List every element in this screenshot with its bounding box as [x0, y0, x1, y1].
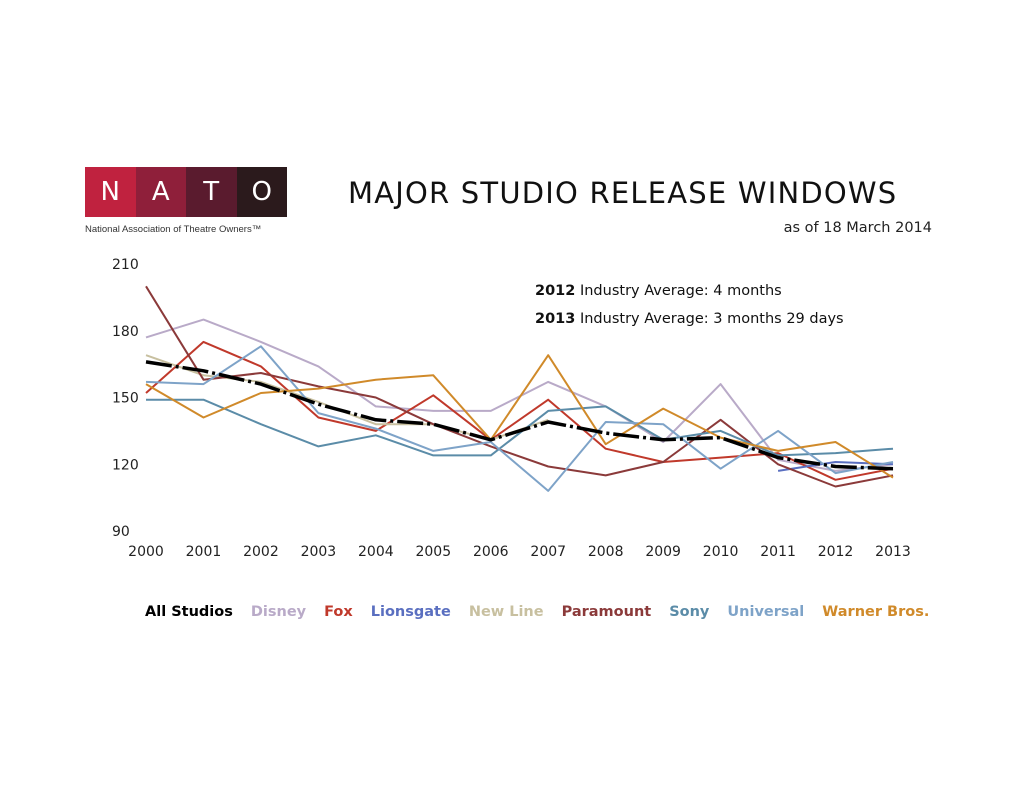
legend-item-sony: Sony — [669, 604, 710, 620]
y-tick-label: 90 — [112, 524, 130, 540]
series-line-all-studios — [145, 360, 894, 471]
x-tick-label: 2000 — [128, 544, 164, 560]
x-tick-label: 2001 — [186, 544, 222, 560]
logo-letter-n: N — [85, 167, 136, 217]
logo-letter-o: O — [236, 167, 287, 217]
x-tick-label: 2010 — [703, 544, 739, 560]
y-tick-label: 180 — [112, 324, 139, 340]
y-tick-label: 120 — [112, 457, 139, 473]
y-tick-label: 150 — [112, 391, 139, 407]
series-line-lionsgate — [777, 461, 894, 472]
x-tick-label: 2003 — [301, 544, 337, 560]
legend-item-warner-bros: Warner Bros. — [822, 604, 930, 620]
legend-item-paramount: Paramount — [561, 604, 652, 620]
series-line-warner-bros — [145, 354, 894, 479]
x-tick-label: 2008 — [588, 544, 624, 560]
x-tick-label: 2004 — [358, 544, 394, 560]
legend-item-fox: Fox — [324, 604, 353, 620]
y-tick-label: 210 — [112, 257, 139, 273]
legend-item-disney: Disney — [250, 604, 307, 620]
x-tick-label: 2012 — [818, 544, 854, 560]
x-tick-label: 2011 — [760, 544, 796, 560]
note-2013: 2013 Industry Average: 3 months 29 days — [535, 311, 844, 327]
legend-item-new-line: New Line — [468, 604, 544, 620]
x-tick-label: 2007 — [530, 544, 566, 560]
series-line-new-line — [145, 354, 549, 441]
x-tick-label: 2005 — [415, 544, 451, 560]
legend-item-all-studios: All Studios — [145, 604, 233, 620]
chart-subtitle: as of 18 March 2014 — [783, 220, 932, 236]
nato-logo: N A T O — [85, 167, 287, 217]
logo-letter-t: T — [186, 167, 237, 217]
logo-tagline: National Association of Theatre Owners™ — [85, 224, 262, 235]
note-2012-text: Industry Average: 4 months — [575, 283, 782, 299]
logo-letter-a: A — [135, 167, 186, 217]
note-2012-year: 2012 — [535, 283, 576, 299]
x-tick-label: 2006 — [473, 544, 509, 560]
note-2013-year: 2013 — [535, 311, 576, 327]
note-2012: 2012 Industry Average: 4 months — [535, 283, 782, 299]
x-tick-label: 2013 — [875, 544, 911, 560]
note-2013-text: Industry Average: 3 months 29 days — [575, 311, 844, 327]
chart-legend: All Studios Disney Fox Lionsgate New Line Par… — [145, 604, 947, 620]
legend-item-universal: Universal — [727, 604, 805, 620]
legend-item-lionsgate: Lionsgate — [370, 604, 451, 620]
chart-title: MAJOR STUDIO RELEASE WINDOWS — [348, 176, 898, 210]
x-tick-label: 2002 — [243, 544, 279, 560]
x-tick-label: 2009 — [645, 544, 681, 560]
series-line-sony — [146, 398, 894, 457]
series-line-paramount — [145, 285, 894, 488]
series-line-universal — [145, 345, 894, 492]
